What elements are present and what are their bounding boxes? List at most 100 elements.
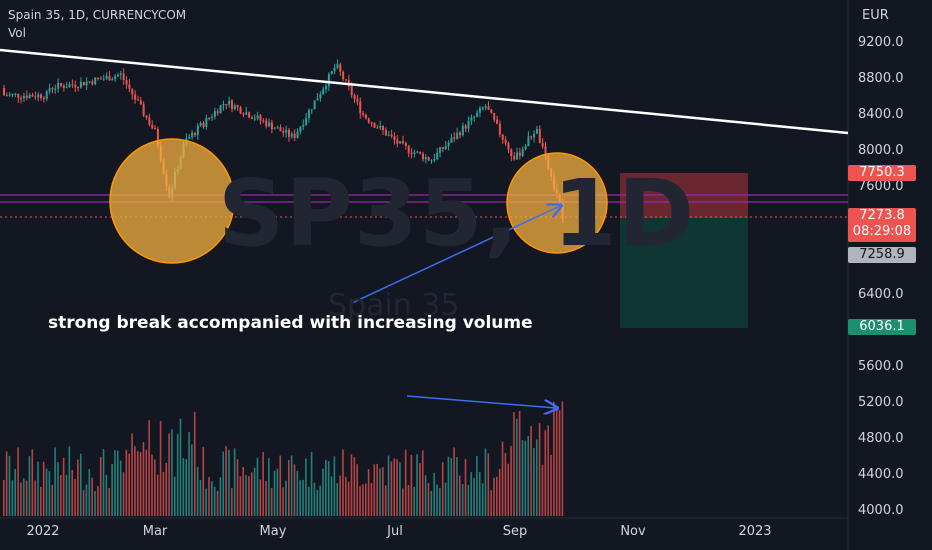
annotation-text[interactable]: strong break accompanied with increasing… <box>48 313 533 333</box>
volume-bar <box>345 476 347 516</box>
volume-bar <box>356 464 358 516</box>
candle-body <box>273 128 276 130</box>
candle-body <box>154 128 157 130</box>
candle-body <box>427 157 430 161</box>
volume-bar <box>305 458 307 516</box>
candle-body <box>424 157 427 160</box>
candle-body <box>145 115 148 118</box>
volume-bar <box>347 481 350 516</box>
volume-bar <box>342 449 344 516</box>
candle-body <box>139 100 142 105</box>
chart-title[interactable]: Spain 35, 1D, CURRENCYCOM <box>8 8 187 22</box>
volume-bar <box>310 451 313 516</box>
candle-body <box>74 84 77 88</box>
candle-body <box>293 133 296 138</box>
candle-body <box>122 73 125 80</box>
volume-bar <box>419 463 421 516</box>
volume-bar <box>168 433 170 516</box>
candle-body <box>28 94 31 98</box>
candle-body <box>151 124 154 129</box>
volume-bar <box>174 476 176 516</box>
candle-body <box>54 88 57 90</box>
volume-bar <box>319 485 321 516</box>
price-tick: 8000.0 <box>858 143 904 158</box>
bar-countdown: 08:29:08 <box>852 224 912 239</box>
volume-bar <box>530 425 532 516</box>
volume-bar <box>191 444 193 516</box>
candle-body <box>419 151 422 154</box>
volume-bar <box>253 467 256 516</box>
highlight-circle-march[interactable] <box>109 138 235 264</box>
candle-body <box>367 118 370 123</box>
candle-body <box>305 118 308 125</box>
candle-body <box>399 141 402 144</box>
volume-bar <box>77 459 79 516</box>
candle-body <box>535 129 538 134</box>
volume-bar <box>5 451 8 516</box>
volume-bar <box>330 476 333 516</box>
volume-bar <box>350 454 353 516</box>
candle-body <box>384 130 387 136</box>
time-tick: May <box>259 524 287 539</box>
volume-bar <box>231 488 233 516</box>
candle-body <box>48 88 51 92</box>
volume-bar <box>122 472 125 516</box>
candle-body <box>62 85 65 88</box>
candle-body <box>493 113 496 120</box>
profit-target-zone[interactable] <box>620 218 748 328</box>
volume-bar <box>461 483 464 516</box>
volume-bar <box>211 481 213 516</box>
candle-body <box>22 95 25 99</box>
candle-body <box>345 79 347 81</box>
volume-bar <box>256 457 259 516</box>
candle-body <box>516 152 518 160</box>
volume-bar <box>31 449 34 516</box>
candle-body <box>527 136 530 147</box>
candle-body <box>142 104 145 116</box>
volume-bar <box>68 446 71 516</box>
candle-body <box>325 86 328 90</box>
candle-body <box>94 77 97 85</box>
volume-bar <box>85 484 88 516</box>
candle-body <box>299 126 302 132</box>
candle-body <box>421 153 424 160</box>
highlight-circle-september[interactable] <box>506 152 608 254</box>
volume-bar <box>547 425 549 516</box>
volume-bar <box>441 462 444 516</box>
candle-body <box>342 71 345 80</box>
candle-body <box>524 146 527 150</box>
arrow-to-volume-spike[interactable] <box>406 395 556 408</box>
candle-body <box>373 123 376 128</box>
candle-body <box>131 88 134 95</box>
volume-bar <box>111 463 113 516</box>
volume-bar <box>8 455 11 516</box>
volume-bar <box>484 448 487 516</box>
volume-bar <box>242 467 244 516</box>
candle-body <box>456 132 459 139</box>
volume-bar <box>399 462 401 516</box>
volume-bar <box>513 412 515 516</box>
volume-bar <box>17 447 19 516</box>
volume-bar <box>51 485 54 516</box>
volume-bar <box>131 433 133 516</box>
candle-body <box>253 118 256 120</box>
volume-bar <box>28 456 31 516</box>
volume-bar <box>20 482 22 516</box>
candle-body <box>188 136 191 139</box>
volume-bar <box>270 487 273 516</box>
volume-bar <box>74 479 76 516</box>
candle-body <box>402 141 404 144</box>
volume-bar <box>436 484 438 516</box>
candle-body <box>270 122 273 130</box>
candle-body <box>97 77 100 79</box>
volume-bar <box>119 460 122 516</box>
candle-body <box>478 108 481 113</box>
symbol-watermark: SP35, 1D <box>218 160 696 267</box>
candle-body <box>498 123 501 135</box>
volume-legend-label[interactable]: Vol <box>8 26 26 40</box>
arrow-to-breakdown[interactable] <box>351 206 560 304</box>
price-tick: 8400.0 <box>858 107 904 122</box>
descending-trendline[interactable] <box>0 48 849 135</box>
